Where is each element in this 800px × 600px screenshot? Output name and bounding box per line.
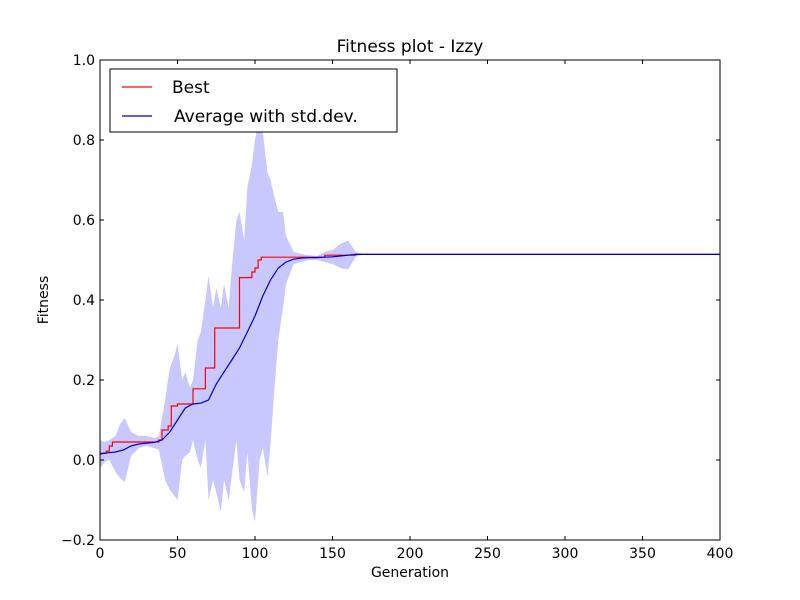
std-band-layer (100, 116, 720, 522)
average-line (99, 253, 720, 455)
std-dev-band (100, 116, 720, 522)
y-tick-label: −0.2 (61, 533, 95, 549)
y-tick-label: 1.0 (73, 53, 95, 69)
legend-label-best: Best (172, 78, 210, 98)
chart-title: Fitness plot - Izzy (337, 37, 484, 57)
y-tick-label: 0.2 (73, 373, 95, 389)
legend-box (109, 68, 398, 133)
x-tick-label: 100 (242, 546, 269, 562)
x-axis-title: Generation (371, 565, 449, 581)
x-tick-label: 400 (707, 546, 734, 562)
x-tick-label: 300 (552, 546, 579, 562)
legend-label-average: Average with std.dev. (174, 107, 358, 127)
y-tick-label: 0.8 (73, 133, 95, 149)
x-tick-label: 0 (96, 546, 105, 562)
legend: Best Average with std.dev. (109, 68, 398, 133)
y-axis-title: Fitness (36, 276, 52, 325)
tick-layer: 0 50 100 150 200 250 300 350 400 −0.2 0.0 0.2 0.4 0.6… (61, 53, 733, 562)
y-tick-label: 0.6 (73, 213, 95, 229)
x-tick-label: 50 (169, 546, 187, 562)
y-tick-label: 0.0 (73, 453, 95, 469)
x-tick-label: 350 (629, 546, 656, 562)
y-tick-label: 0.4 (73, 293, 95, 309)
x-tick-label: 200 (397, 546, 424, 562)
x-tick-label: 150 (319, 546, 346, 562)
x-tick-label: 250 (474, 546, 501, 562)
plot-area (100, 60, 720, 540)
series-layer (99, 253, 720, 455)
best-line (100, 253, 720, 454)
